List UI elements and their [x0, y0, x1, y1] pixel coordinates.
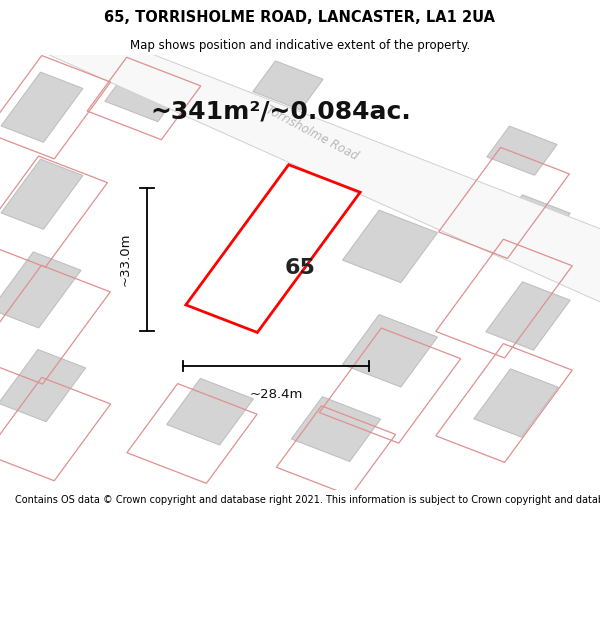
Polygon shape [0, 349, 86, 422]
Polygon shape [486, 195, 570, 263]
Polygon shape [167, 379, 253, 445]
Text: ~28.4m: ~28.4m [250, 388, 302, 401]
Polygon shape [30, 46, 600, 308]
Text: 65: 65 [284, 258, 316, 278]
Text: Contains OS data © Crown copyright and database right 2021. This information is : Contains OS data © Crown copyright and d… [15, 496, 600, 506]
Polygon shape [486, 282, 570, 350]
Text: Map shows position and indicative extent of the property.: Map shows position and indicative extent… [130, 39, 470, 51]
Polygon shape [292, 397, 380, 461]
Text: 65, TORRISHOLME ROAD, LANCASTER, LA1 2UA: 65, TORRISHOLME ROAD, LANCASTER, LA1 2UA [104, 10, 496, 25]
Polygon shape [474, 369, 558, 437]
Text: ~341m²/~0.084ac.: ~341m²/~0.084ac. [150, 99, 411, 124]
Text: Torrisholme Road: Torrisholme Road [263, 104, 361, 163]
Polygon shape [343, 314, 437, 387]
Polygon shape [1, 72, 83, 142]
Polygon shape [105, 67, 183, 122]
Polygon shape [343, 210, 437, 282]
Text: ~33.0m: ~33.0m [119, 232, 132, 286]
Polygon shape [0, 252, 81, 328]
Polygon shape [253, 61, 323, 110]
Polygon shape [1, 159, 83, 229]
Polygon shape [487, 126, 557, 175]
